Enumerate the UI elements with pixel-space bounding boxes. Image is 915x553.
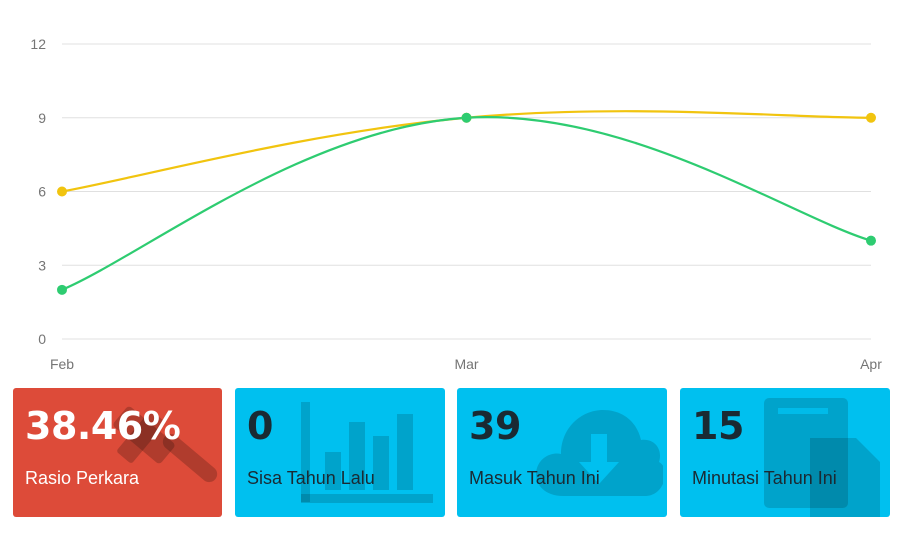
y-tick-label: 6 xyxy=(38,184,46,200)
stat-card-sisa-tahun-lalu[interactable]: 0 Sisa Tahun Lalu xyxy=(235,388,445,517)
stat-value: 39 xyxy=(469,404,521,448)
x-tick-label: Apr xyxy=(860,356,882,372)
y-tick-label: 12 xyxy=(30,36,46,52)
stat-value: 15 xyxy=(692,404,744,448)
line-chart-svg: 0 3 6 9 12 Feb Mar Apr xyxy=(30,36,882,372)
data-point xyxy=(866,235,876,246)
stat-cards: 38.46% Rasio Perkara 0 Sisa Tahun Lalu xyxy=(13,388,890,517)
data-point xyxy=(461,112,472,123)
bar-chart-icon xyxy=(301,402,433,503)
copy-icon xyxy=(764,398,880,517)
line-chart: 0 3 6 9 12 Feb Mar Apr xyxy=(30,36,882,372)
data-point xyxy=(866,112,876,123)
x-tick-label: Feb xyxy=(50,356,74,372)
stat-label: Rasio Perkara xyxy=(25,468,140,488)
cloud-download-icon xyxy=(536,410,663,496)
stat-label: Masuk Tahun Ini xyxy=(469,468,600,488)
stat-card-rasio-perkara[interactable]: 38.46% Rasio Perkara xyxy=(13,388,222,517)
series-line xyxy=(61,110,872,193)
y-tick-label: 0 xyxy=(38,331,46,347)
y-tick-label: 9 xyxy=(38,110,46,126)
series-line xyxy=(61,116,872,291)
y-tick-label: 3 xyxy=(38,257,46,273)
stat-value: 0 xyxy=(247,404,273,448)
data-point xyxy=(57,186,67,197)
stat-label: Sisa Tahun Lalu xyxy=(247,468,375,488)
data-point xyxy=(57,284,67,295)
gavel-icon xyxy=(113,406,218,483)
stat-card-minutasi-tahun-ini[interactable]: 15 Minutasi Tahun Ini xyxy=(680,388,890,517)
stat-value: 38.46% xyxy=(25,404,181,448)
stat-card-masuk-tahun-ini[interactable]: 39 Masuk Tahun Ini xyxy=(457,388,667,517)
x-tick-label: Mar xyxy=(454,356,478,372)
stat-label: Minutasi Tahun Ini xyxy=(692,468,837,488)
